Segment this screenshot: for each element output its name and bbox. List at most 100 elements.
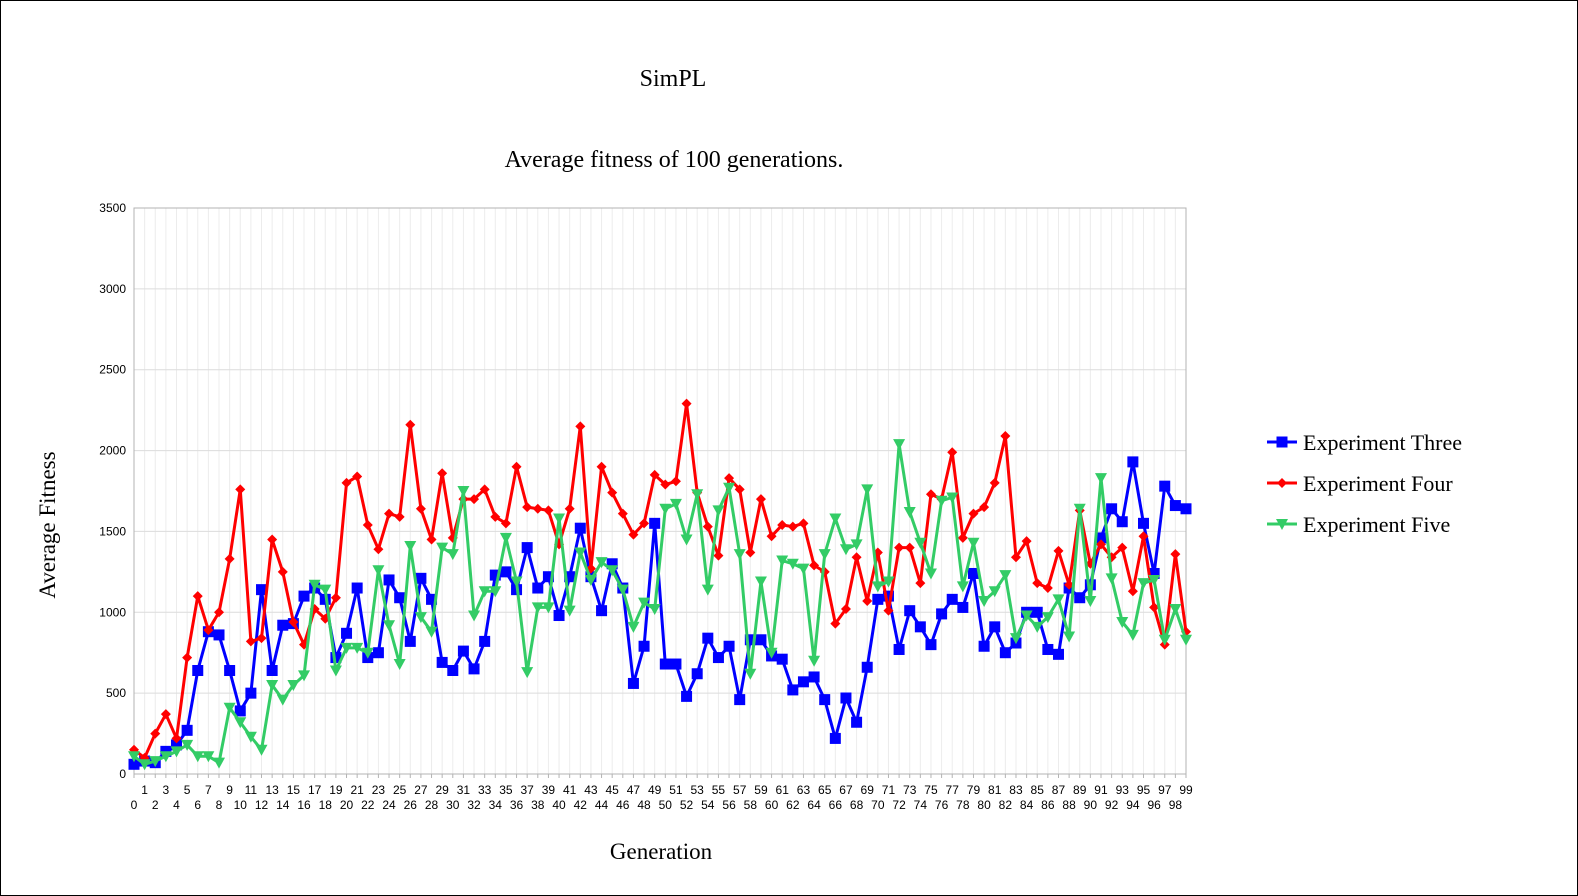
series-group [128,439,1192,771]
x-tick-label: 62 [786,798,800,812]
data-point [341,627,353,639]
data-point [893,643,905,655]
data-point [691,668,703,680]
data-point [989,621,1001,633]
data-point [214,607,225,618]
data-point [776,555,789,567]
data-point [191,751,204,763]
data-point [330,652,342,664]
x-tick-label: 56 [722,798,736,812]
data-point [478,586,491,598]
data-point [744,668,757,680]
data-point [553,610,565,622]
data-point [681,398,692,409]
data-point [351,642,364,654]
x-tick-label: 31 [457,783,471,797]
data-point [564,503,575,514]
data-point [649,517,661,529]
data-point [669,498,682,510]
data-point [182,652,193,663]
data-point [1169,500,1181,512]
data-point [138,759,151,771]
x-tick-label: 68 [850,798,864,812]
x-tick-label: 24 [382,798,396,812]
data-point [914,621,926,633]
x-tick-label: 98 [1169,798,1183,812]
data-point [1052,648,1064,660]
data-point [383,574,395,586]
data-point [372,647,384,659]
data-point [255,744,268,756]
x-tick-label: 69 [861,783,875,797]
data-point [808,655,821,667]
data-point [776,653,788,665]
data-point [903,507,916,519]
x-tick-label: 90 [1084,798,1098,812]
data-point [266,665,278,677]
data-point [839,544,852,556]
data-point [882,576,895,588]
x-tick-label: 78 [956,798,970,812]
x-axis-ticks: 0123456789101112131415161718192021222324… [131,774,1193,812]
x-tick-label: 20 [340,798,354,812]
data-point [925,639,937,651]
x-tick-label: 7 [205,783,212,797]
data-point [1041,612,1054,624]
y-tick-label: 1000 [99,605,126,619]
data-point [946,593,958,605]
data-point [256,584,268,596]
x-tick-label: 81 [988,783,1002,797]
data-point [701,584,714,596]
data-point [234,717,247,729]
data-point [989,477,1000,488]
data-point [437,468,448,479]
data-point [479,484,490,495]
data-point [946,492,959,504]
data-point [532,582,544,594]
legend-marker [1277,478,1287,488]
legend-label: Experiment Five [1303,512,1450,537]
x-tick-label: 38 [531,798,545,812]
x-tick-label: 76 [935,798,949,812]
x-tick-label: 14 [276,798,290,812]
data-point [1000,431,1011,442]
x-tick-label: 73 [903,783,917,797]
data-point [149,756,162,768]
data-point [500,566,512,578]
x-tick-label: 60 [765,798,779,812]
data-point [893,439,906,451]
data-point [1148,574,1161,586]
data-point [786,558,799,570]
y-axis-title: Average Fitness [35,451,60,598]
data-point [957,532,968,543]
data-point [213,629,225,641]
data-point [988,586,1001,598]
x-tick-label: 75 [924,783,938,797]
x-tick-label: 49 [648,783,662,797]
x-tick-label: 85 [1031,783,1045,797]
data-point [851,552,862,563]
data-point [616,584,629,596]
x-tick-label: 12 [255,798,269,812]
data-point [925,489,936,500]
data-point [404,540,417,552]
data-point [660,479,671,490]
data-point [489,569,501,581]
data-point [648,604,661,616]
data-point [213,757,226,769]
data-point [1148,567,1160,579]
data-point [862,595,873,606]
data-point [267,534,278,545]
data-point [904,605,916,617]
data-point [1117,542,1128,553]
data-point [276,694,289,706]
data-point [1137,578,1150,590]
data-point [830,618,841,629]
data-point [968,508,979,519]
data-point [192,665,204,677]
data-point [999,647,1011,659]
chart-title: SimPL [640,66,707,92]
data-point [383,620,396,632]
data-point [723,640,735,652]
data-point [447,665,459,677]
